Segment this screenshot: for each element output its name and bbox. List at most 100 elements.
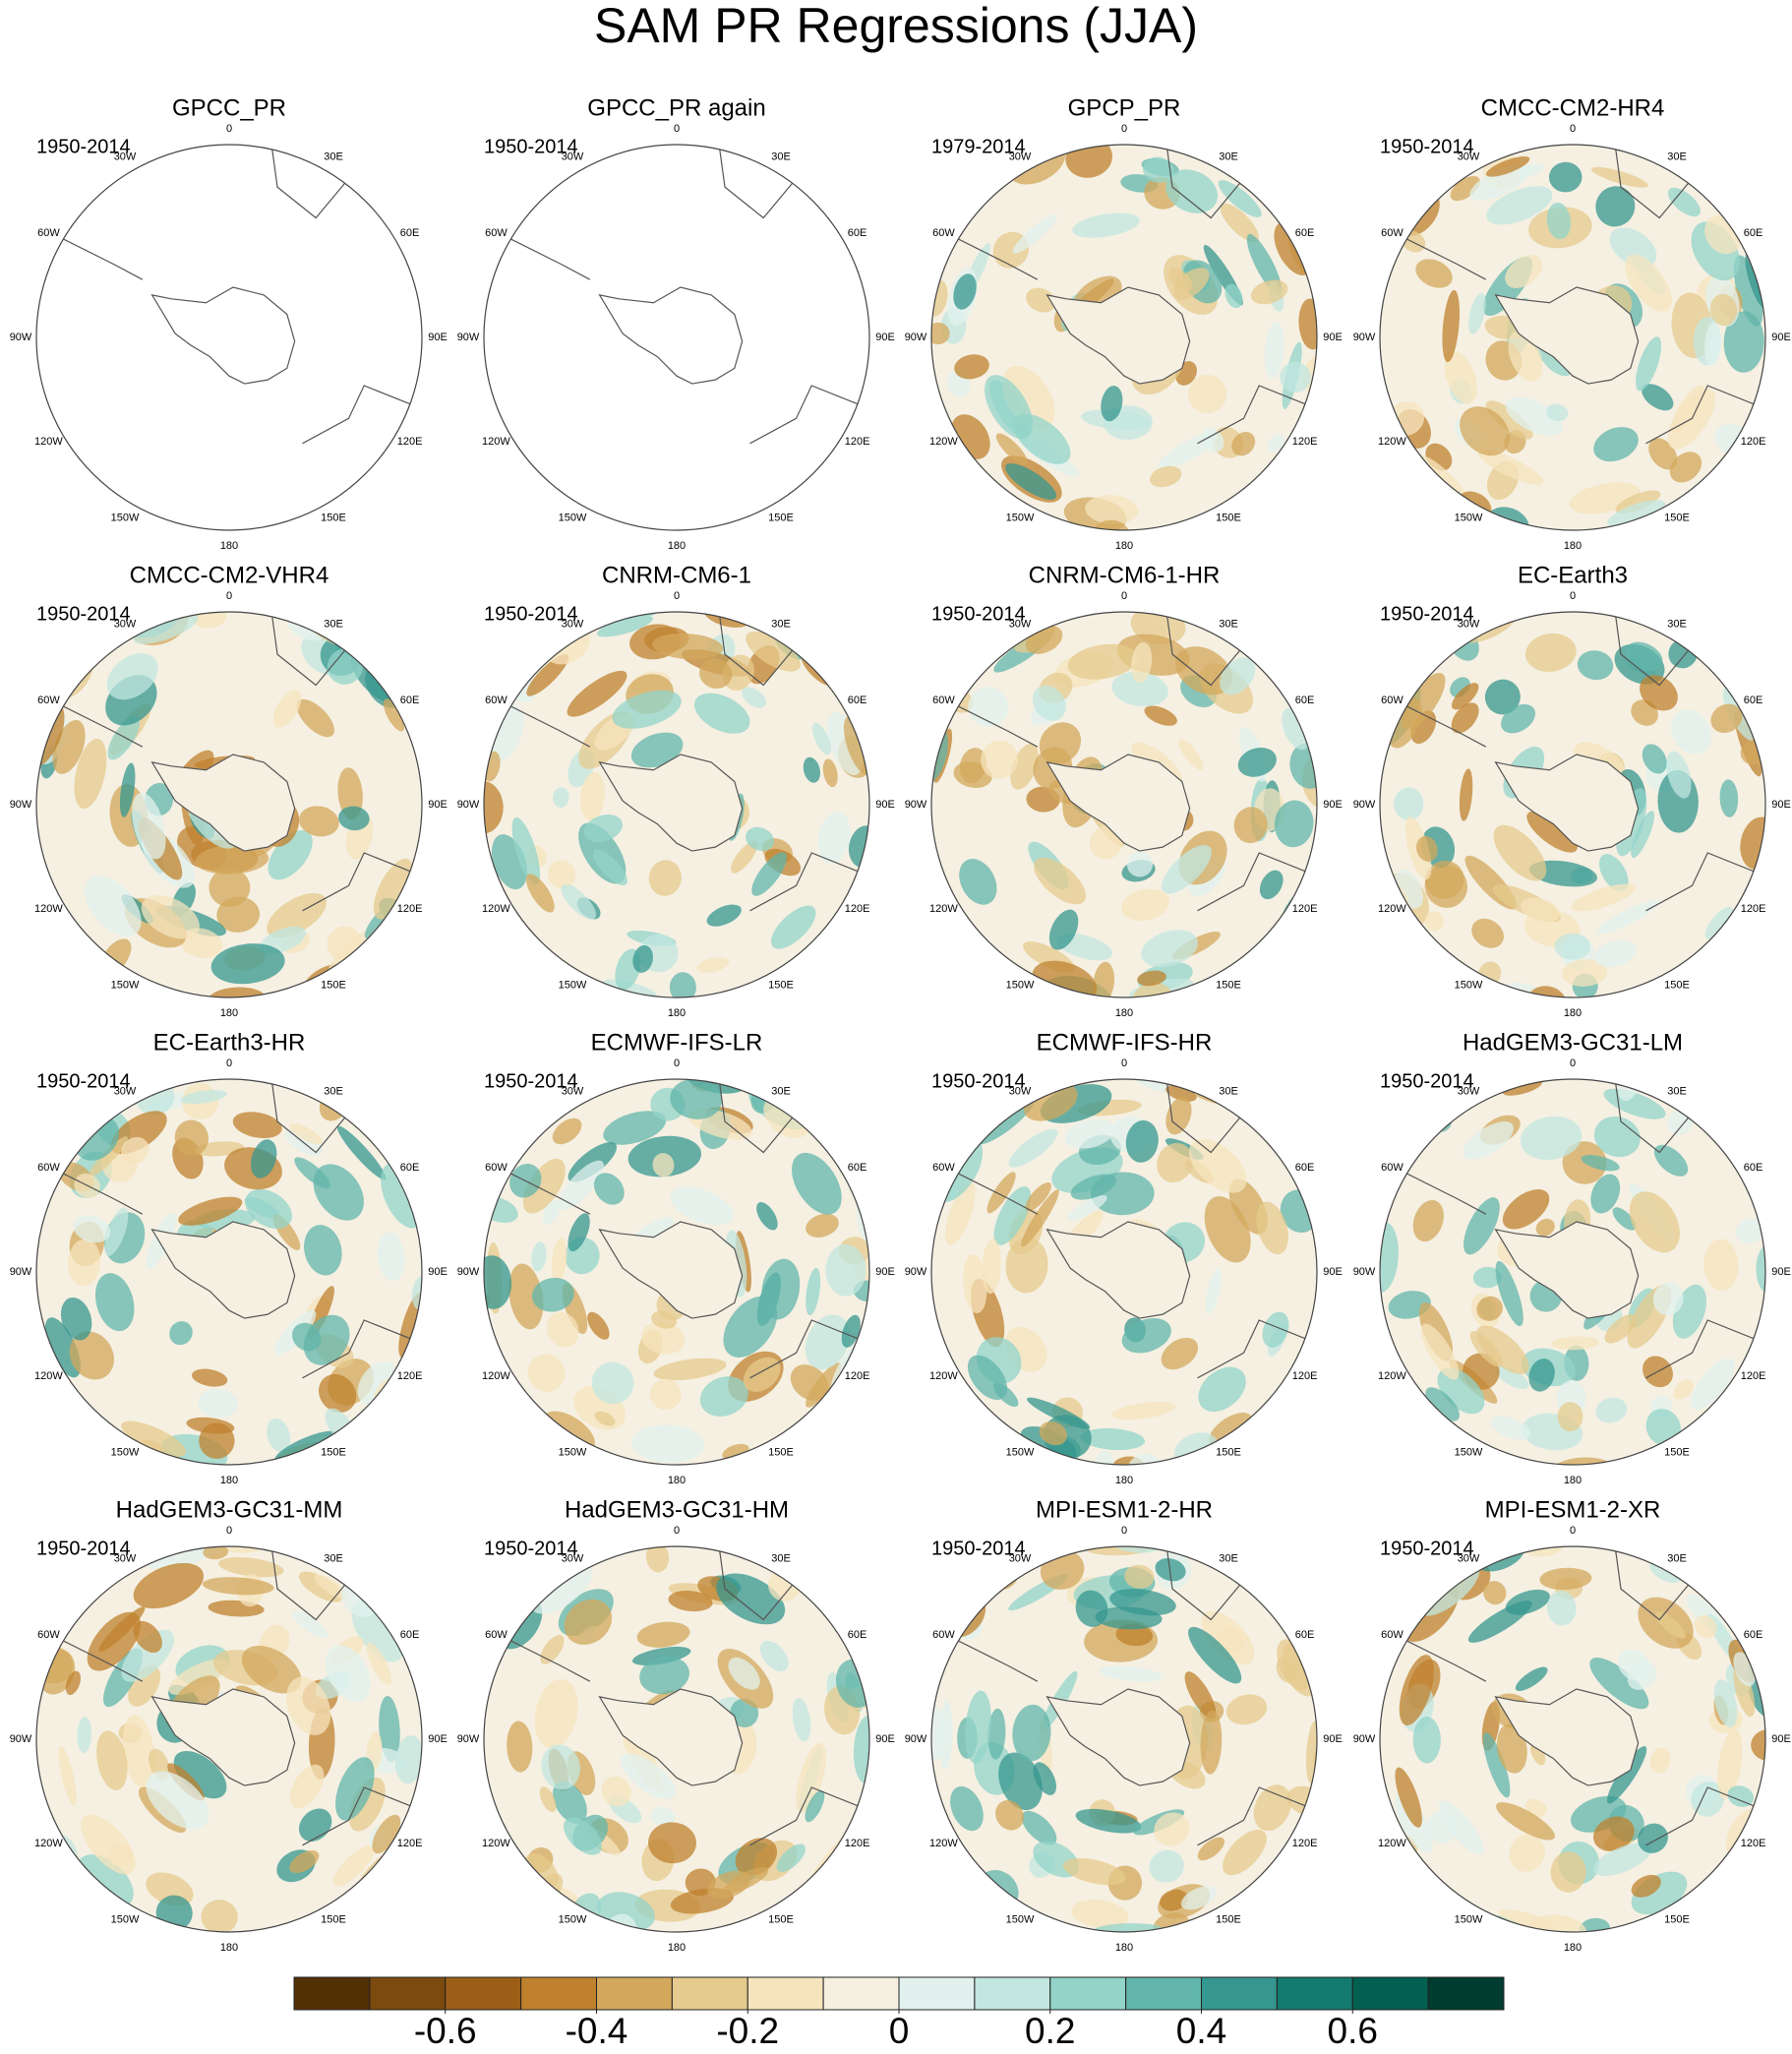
longitude-label: 90E xyxy=(1771,799,1791,811)
longitude-label: 90E xyxy=(1323,332,1343,343)
field-blob xyxy=(1469,1331,1504,1367)
africa-outline xyxy=(718,1079,794,1154)
field-blob xyxy=(998,1752,1043,1811)
field-blob xyxy=(1027,1397,1091,1429)
field-blob xyxy=(981,740,1019,779)
longitude-label: 0 xyxy=(226,1057,232,1069)
field-blob xyxy=(1237,747,1277,777)
map-border xyxy=(1379,611,1766,998)
longitude-label: 90E xyxy=(1771,1266,1791,1278)
panel-title: EC-Earth3 xyxy=(1518,562,1628,588)
longitude-label: 120W xyxy=(1378,436,1406,448)
field-blob xyxy=(69,1331,114,1380)
field-blob xyxy=(1067,643,1138,680)
antarctica-outline xyxy=(1494,1688,1640,1786)
field-blob xyxy=(596,615,653,637)
field-blob xyxy=(60,1297,92,1341)
antarctica-outline xyxy=(150,1688,296,1786)
africa-outline xyxy=(270,145,346,219)
colorbar-box xyxy=(369,1976,447,2011)
map-border xyxy=(483,611,870,998)
longitude-label: 30W xyxy=(1009,618,1032,630)
field-blob xyxy=(759,1640,789,1672)
field-blob xyxy=(1451,702,1479,734)
longitude-label: 90W xyxy=(10,799,32,811)
field-blob xyxy=(1709,293,1738,327)
map-panel: HadGEM3-GC31-LM 1950-2014 0 30E 60E 90E 120E 15… xyxy=(1353,1029,1791,1486)
field-blob xyxy=(1642,384,1674,411)
africa-outline xyxy=(1165,612,1241,687)
colorbar-tick-label: 0.2 xyxy=(1025,2011,1075,2049)
field-blob xyxy=(1502,1188,1550,1230)
field-blob xyxy=(1636,336,1662,392)
map-border xyxy=(930,611,1318,998)
field-blob xyxy=(268,829,313,880)
field-blob xyxy=(583,815,623,843)
longitude-label: 180 xyxy=(1564,1942,1582,1954)
field-blob xyxy=(288,1122,323,1145)
longitude-label: 120W xyxy=(1378,1370,1406,1382)
longitude-label: 30E xyxy=(1219,151,1238,162)
longitude-label: 0 xyxy=(226,590,232,602)
africa-outline xyxy=(1165,1546,1241,1621)
field-blob xyxy=(756,1202,778,1231)
panel-period: 1950-2014 xyxy=(36,136,131,157)
longitude-label: 90W xyxy=(1353,1733,1376,1745)
colorbar-box xyxy=(1351,1976,1429,2011)
field-blob xyxy=(1289,743,1317,789)
longitude-label: 150E xyxy=(321,980,346,992)
longitude-label: 150W xyxy=(559,1914,587,1926)
longitude-label: 150W xyxy=(1006,1447,1035,1459)
field-blob xyxy=(1259,870,1284,900)
longitude-label: 150E xyxy=(768,1914,794,1926)
field-blob xyxy=(558,1160,605,1210)
field-blob xyxy=(289,1850,320,1874)
field-blob xyxy=(1483,1581,1507,1605)
field-blob xyxy=(653,1358,727,1381)
map-border xyxy=(930,1545,1318,1933)
longitude-label: 120W xyxy=(34,903,63,915)
colorbar-box xyxy=(1125,1976,1202,2011)
longitude-label: 60E xyxy=(848,227,867,239)
map-panel: CNRM-CM6-1 1950-2014 0 30E 60E 90E 120E 150E 180… xyxy=(457,562,895,1019)
longitude-label: 60E xyxy=(848,1629,867,1641)
field-blob xyxy=(1225,283,1243,309)
field-blob xyxy=(639,1656,689,1695)
australia-outline xyxy=(1197,1319,1308,1379)
field-blob xyxy=(1438,1800,1484,1855)
field-blob xyxy=(289,1764,325,1809)
field-blob xyxy=(548,860,576,889)
field-blob xyxy=(507,1721,533,1773)
field-blob xyxy=(841,1314,861,1348)
field-blob xyxy=(201,1900,238,1932)
field-blob xyxy=(546,1311,579,1348)
field-blob xyxy=(107,715,141,760)
map-panel: MPI-ESM1-2-HR 1950-2014 0 30E 60E 90E 120E 150E… xyxy=(905,1496,1343,1954)
field-blob xyxy=(1250,279,1288,305)
field-blob xyxy=(1209,1413,1253,1448)
longitude-label: 150W xyxy=(1455,513,1483,524)
field-blob xyxy=(1666,751,1692,799)
longitude-label: 30E xyxy=(1219,618,1238,630)
field-blob xyxy=(551,1238,567,1283)
longitude-label: 30E xyxy=(1667,1085,1687,1097)
panel-title: GPCC_PR xyxy=(172,94,286,121)
field-blob xyxy=(527,1354,566,1392)
field-blob xyxy=(1653,1144,1689,1177)
field-blob xyxy=(94,1273,135,1332)
field-blob xyxy=(965,1690,991,1764)
longitude-label: 60E xyxy=(1295,1162,1315,1174)
map-border xyxy=(35,144,423,531)
longitude-label: 180 xyxy=(1115,1942,1133,1954)
field-blob xyxy=(1225,1694,1268,1725)
field-blob xyxy=(632,945,653,973)
panel-period: 1979-2014 xyxy=(931,136,1026,157)
longitude-label: 180 xyxy=(668,1942,686,1954)
field-blob xyxy=(122,1715,154,1787)
map-border xyxy=(483,1078,870,1466)
field-blob xyxy=(178,1196,243,1226)
field-blob xyxy=(1490,1416,1531,1440)
field-blob xyxy=(366,1642,391,1685)
map-border xyxy=(35,611,423,998)
australia-outline xyxy=(1197,1786,1308,1846)
